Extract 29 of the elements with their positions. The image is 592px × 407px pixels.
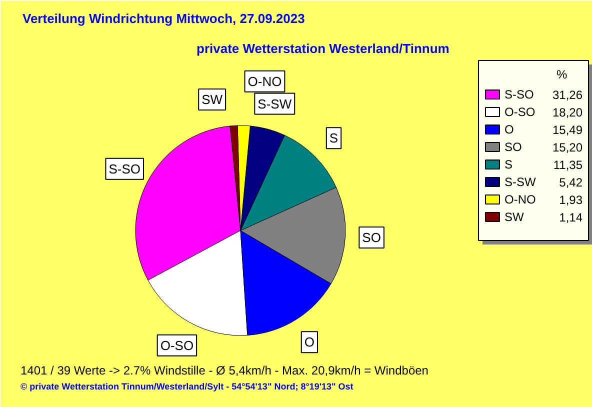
legend-label: O-NO [504, 192, 536, 206]
data-label: 5,42 [559, 176, 583, 190]
legend-label: SO [504, 140, 522, 154]
data-label: 15,20 [552, 140, 583, 154]
legend-label: O-SO [504, 105, 536, 119]
legend-label: SW [504, 210, 525, 224]
slice-label: SO [362, 230, 381, 246]
slice-label: O-NO [248, 74, 282, 89]
legend-label: O [504, 122, 514, 136]
text: © private Wetterstation Tinnum/Westerland/Sylt - 54°54'13" Nord; 8°19'13" Ost [20, 382, 354, 392]
slice-label: O [304, 334, 315, 350]
data-label: 18,20 [552, 106, 583, 120]
data-label: 11,35 [553, 158, 583, 172]
slice-label: S-SW [258, 96, 292, 112]
legend-label: S-SO [504, 88, 534, 102]
legend-title: % [556, 68, 568, 82]
data-label: 15,49 [552, 123, 583, 137]
legend-label: S [504, 158, 513, 172]
slice-label: S-SO [108, 161, 141, 176]
text: 1401 / 39 Werte -> 2.7% Windstille - Ø 5,4km/h - Max. 20,9km/h = Windböen [20, 364, 428, 378]
slice-label: S [329, 130, 338, 146]
legend-label: S-SW [504, 175, 537, 189]
slice-label: O-SO [160, 338, 194, 353]
chart-subtitle: private Wetterstation Westerland/Tinnum [196, 41, 450, 56]
data-label: 1,93 [559, 193, 583, 207]
data-label: 1,14 [559, 210, 583, 224]
chart-title: Verteilung Windrichtung Mittwoch, 27.09.2023 [22, 11, 305, 26]
data-label: 31,26 [552, 88, 583, 102]
slice-label: SW [202, 92, 224, 108]
